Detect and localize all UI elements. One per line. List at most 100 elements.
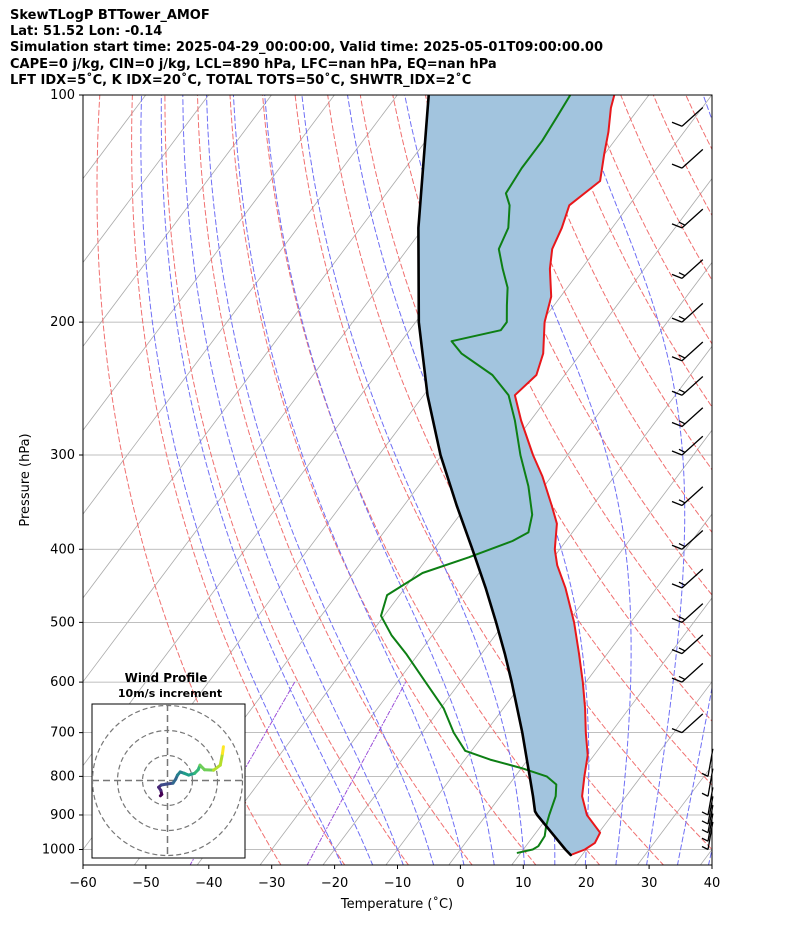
barb-half-flag xyxy=(678,542,686,548)
isotherm-line xyxy=(0,95,20,865)
hodograph-title: Wind Profile xyxy=(125,671,208,685)
temperature-line xyxy=(513,95,616,856)
moist-adiabat xyxy=(206,95,435,865)
wind-barb xyxy=(671,208,704,229)
dry-adiabat xyxy=(164,95,410,865)
barb-half-flag xyxy=(678,315,686,321)
parcel-line xyxy=(417,95,573,857)
isotherm-line xyxy=(322,345,712,865)
x-tick-label: 20 xyxy=(578,876,595,891)
barb-flag xyxy=(671,421,683,428)
y-tick-label: 200 xyxy=(50,315,75,330)
x-tick-label: 30 xyxy=(641,876,658,891)
barb-staff xyxy=(681,603,704,623)
barb-half-flag xyxy=(678,675,686,681)
barb-flag xyxy=(671,163,683,169)
barb-flag xyxy=(671,450,683,456)
barb-half-flag xyxy=(701,811,709,816)
barb-staff xyxy=(681,407,704,427)
dry-adiabat xyxy=(490,95,712,534)
barb-staff xyxy=(681,148,704,169)
hodograph-subtitle: 10m/s increment xyxy=(118,687,222,700)
barb-half-flag xyxy=(678,388,686,394)
wind-barb xyxy=(671,107,704,127)
isotherm-line xyxy=(83,95,84,96)
y-tick-label: 900 xyxy=(50,808,75,823)
cape-cin-shading xyxy=(418,95,615,855)
x-tick-label: −40 xyxy=(195,876,222,891)
hodograph-segment xyxy=(218,752,224,767)
moist-adiabat xyxy=(708,847,712,865)
wind-barb xyxy=(671,259,704,279)
x-tick-label: −10 xyxy=(384,876,411,891)
moist-adiabat xyxy=(182,95,404,865)
isotherm-line xyxy=(83,95,209,264)
wind-barb xyxy=(671,662,704,683)
title-line-5: LFT IDX=5˚C, K IDX=20˚C, TOTAL TOTS=50˚C… xyxy=(10,73,472,88)
barb-flag xyxy=(671,728,683,734)
barb-flag xyxy=(671,500,683,507)
wind-barb xyxy=(671,634,704,655)
hodograph-grid xyxy=(92,704,245,858)
wind-barb xyxy=(671,302,704,323)
title-line-3: Simulation start time: 2025-04-29_00:00:… xyxy=(10,40,603,55)
title-line-4: CAPE=0 j/kg, CIN=0 j/kg, LCL=890 hPa, LF… xyxy=(10,57,497,72)
barb-staff xyxy=(681,341,704,362)
wind-barb xyxy=(671,713,704,734)
y-tick-label: 700 xyxy=(50,726,75,741)
barb-staff xyxy=(681,302,704,323)
barb-half-flag xyxy=(701,837,709,842)
barb-flag xyxy=(671,121,683,127)
dry-adiabat xyxy=(587,95,712,345)
dry-adiabat xyxy=(784,95,794,866)
background-lines xyxy=(0,95,794,866)
x-tick-label: −30 xyxy=(258,876,285,891)
y-axis-label: Pressure (hPa) xyxy=(18,433,33,526)
profile-lines xyxy=(380,95,616,857)
barb-half-flag xyxy=(678,616,686,621)
wind-barb xyxy=(671,568,704,589)
barb-flag xyxy=(671,544,683,550)
wind-barb xyxy=(671,341,704,362)
dry-adiabat xyxy=(718,95,794,866)
x-tick-label: −20 xyxy=(321,876,348,891)
barb-half-flag xyxy=(678,581,686,586)
dry-adiabat xyxy=(751,95,794,866)
barb-half-flag xyxy=(701,829,709,834)
barb-staff xyxy=(681,107,704,127)
barb-flag xyxy=(671,317,683,323)
barb-staff xyxy=(681,435,704,456)
moist-adiabat xyxy=(477,95,632,865)
moist-adiabat xyxy=(264,95,495,865)
isotherm-line xyxy=(699,848,712,865)
wind-barb xyxy=(671,407,704,428)
isotherm-line xyxy=(83,95,461,599)
barb-staff xyxy=(681,208,704,229)
barb-half-flag xyxy=(678,420,686,425)
barb-half-flag xyxy=(701,820,709,825)
dry-adiabat xyxy=(229,95,537,865)
y-tick-label: 800 xyxy=(50,769,75,784)
barb-staff xyxy=(681,713,704,734)
barb-flag xyxy=(671,273,683,279)
x-tick-label: 40 xyxy=(704,876,721,891)
isotherm-line xyxy=(511,597,712,865)
barb-half-flag xyxy=(701,845,709,851)
barb-flag xyxy=(671,583,683,589)
barb-flag xyxy=(671,649,683,655)
y-tick-label: 300 xyxy=(50,448,75,463)
moist-adiabat xyxy=(160,95,374,865)
wind-barb xyxy=(671,603,704,623)
hodograph-segment xyxy=(221,745,225,755)
dry-adiabat xyxy=(197,95,473,865)
wind-barb xyxy=(701,768,714,797)
x-tick-label: −60 xyxy=(69,876,96,891)
y-tick-label: 500 xyxy=(50,615,75,630)
moist-adiabat xyxy=(574,95,686,865)
barb-staff xyxy=(681,376,704,396)
dry-adiabat xyxy=(457,95,712,596)
moist-adiabat xyxy=(140,95,343,865)
isotherm-line xyxy=(574,681,712,865)
